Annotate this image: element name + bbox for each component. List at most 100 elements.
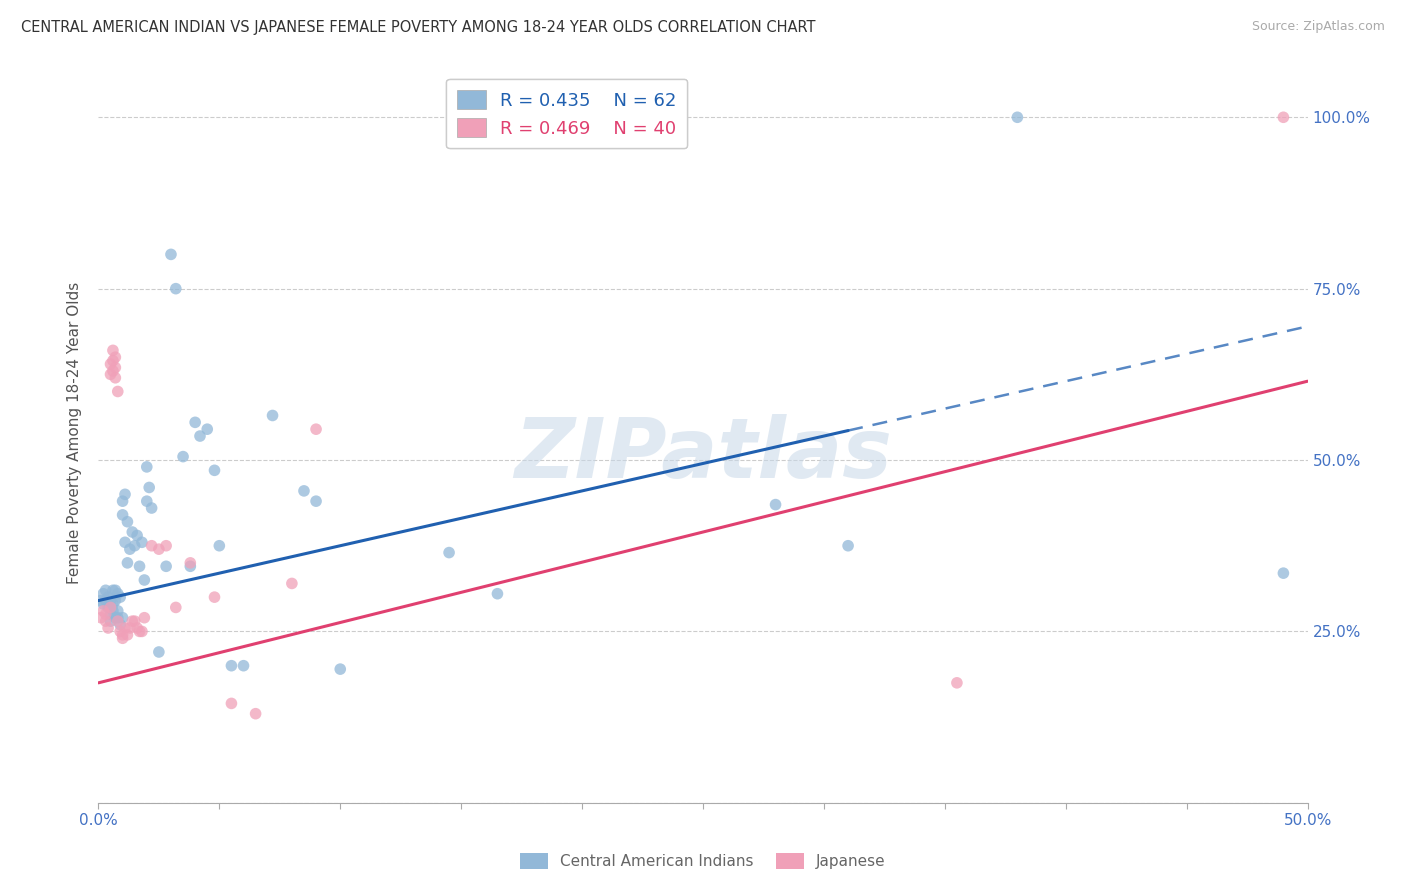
Point [101, 343, 124, 358]
Point [101, 604, 124, 618]
Point [1272, 110, 1295, 124]
Point [124, 614, 146, 628]
Point [101, 583, 124, 598]
Text: CENTRAL AMERICAN INDIAN VS JAPANESE FEMALE POVERTY AMONG 18-24 YEAR OLDS CORRELA: CENTRAL AMERICAN INDIAN VS JAPANESE FEMA… [21, 20, 815, 35]
Point [138, 480, 160, 494]
Point [128, 559, 150, 574]
Point [184, 415, 207, 429]
Point [100, 357, 122, 371]
Point [114, 535, 136, 549]
Point [94, 607, 117, 622]
Point [100, 368, 122, 382]
Point [94, 593, 117, 607]
Point [100, 607, 122, 622]
Point [148, 542, 170, 557]
Point [111, 508, 134, 522]
Point [94, 583, 117, 598]
Point [91, 597, 114, 611]
Point [91, 587, 114, 601]
Point [100, 593, 122, 607]
Point [97, 621, 120, 635]
Point [134, 573, 156, 587]
Point [101, 353, 124, 368]
Point [101, 597, 124, 611]
Point [127, 621, 149, 635]
Point [94, 614, 117, 628]
Point [97, 590, 120, 604]
Point [127, 528, 149, 542]
Point [100, 614, 122, 628]
Point [141, 501, 163, 516]
Point [179, 559, 201, 574]
Point [131, 535, 153, 549]
Point [165, 600, 187, 615]
Point [155, 539, 177, 553]
Point [437, 545, 460, 559]
Point [117, 515, 139, 529]
Point [118, 621, 141, 635]
Point [121, 524, 143, 539]
Point [135, 494, 157, 508]
Point [104, 610, 127, 624]
Point [108, 617, 131, 632]
Point [107, 610, 129, 624]
Point [104, 583, 127, 598]
Text: Source: ZipAtlas.com: Source: ZipAtlas.com [1251, 20, 1385, 33]
Point [91, 604, 114, 618]
Point [135, 459, 157, 474]
Point [204, 590, 226, 604]
Point [195, 422, 218, 436]
Point [107, 384, 129, 399]
Point [262, 409, 284, 423]
Point [148, 645, 170, 659]
Y-axis label: Female Poverty Among 18-24 Year Olds: Female Poverty Among 18-24 Year Olds [66, 282, 82, 583]
Point [486, 587, 509, 601]
Point [117, 556, 139, 570]
Point [837, 539, 859, 553]
Point [305, 494, 328, 508]
Point [107, 614, 129, 628]
Point [104, 350, 127, 364]
Point [111, 632, 134, 646]
Point [765, 498, 787, 512]
Legend: Central American Indians, Japanese: Central American Indians, Japanese [515, 847, 891, 875]
Point [111, 610, 134, 624]
Point [100, 600, 122, 615]
Point [188, 429, 211, 443]
Point [97, 600, 120, 615]
Point [221, 697, 243, 711]
Point [114, 621, 136, 635]
Point [104, 360, 127, 375]
Point [245, 706, 267, 721]
Point [141, 539, 163, 553]
Point [172, 450, 194, 464]
Point [155, 559, 177, 574]
Point [111, 628, 134, 642]
Point [114, 487, 136, 501]
Point [165, 282, 187, 296]
Point [118, 542, 141, 557]
Point [107, 604, 129, 618]
Point [1007, 110, 1029, 124]
Point [90, 593, 112, 607]
Point [1272, 566, 1295, 581]
Point [101, 364, 124, 378]
Point [124, 539, 146, 553]
Point [90, 610, 112, 624]
Point [232, 658, 254, 673]
Point [208, 539, 231, 553]
Point [292, 483, 315, 498]
Point [121, 614, 143, 628]
Legend: R = 0.435    N = 62, R = 0.469    N = 40: R = 0.435 N = 62, R = 0.469 N = 40 [446, 78, 688, 148]
Point [160, 247, 183, 261]
Point [179, 556, 201, 570]
Point [128, 624, 150, 639]
Point [131, 624, 153, 639]
Point [108, 624, 131, 639]
Text: ZIPatlas: ZIPatlas [515, 414, 891, 495]
Point [329, 662, 352, 676]
Point [281, 576, 304, 591]
Point [134, 610, 156, 624]
Point [946, 676, 969, 690]
Point [107, 587, 129, 601]
